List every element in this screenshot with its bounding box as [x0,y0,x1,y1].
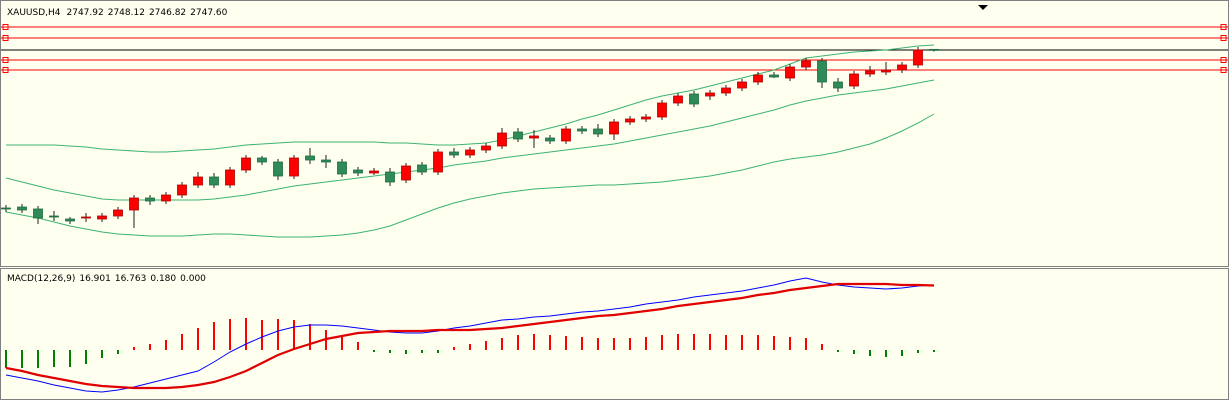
candle-body [529,135,539,139]
candle-body [657,102,667,118]
candle-body [625,118,635,123]
candle-body [881,69,891,73]
macd-readout: 0.180 [150,274,176,284]
macd-title: MACD(12,26,9) [7,274,75,284]
candle-body [209,176,219,186]
high-readout: 2748.12 [108,8,145,18]
open-readout: 2747.92 [67,8,104,18]
candle-body [849,73,859,87]
candle-body [705,92,715,97]
shift-marker [978,5,988,10]
macd-main-line [5,277,935,393]
candle-body [1,207,11,210]
level-handle [2,24,9,30]
candle-body [401,165,411,181]
level-handle [1220,67,1227,73]
symbol-title: XAUUSD,H4 [7,8,61,18]
candle-body [65,218,75,222]
candle-body [385,171,395,183]
candle-body [225,169,235,186]
candle-body [337,161,347,175]
candle-body [465,149,475,156]
candle-body [113,209,123,217]
candle-body [193,176,203,186]
level-handle [1220,24,1227,30]
plot-layer [1,24,1228,393]
macd-signal-line [5,282,935,390]
level-handle [2,57,9,63]
candle-body [673,95,683,104]
macd-readout: 0.000 [180,274,206,284]
candle-body [545,137,555,142]
candle-body [81,216,91,219]
candle-body [321,159,331,163]
candle-body [737,81,747,89]
candle-body [833,81,843,89]
low-readout: 2746.82 [149,8,186,18]
candle-body [609,121,619,135]
candle-body [689,93,699,105]
candle-body [785,66,795,79]
candle-body [897,64,907,71]
macd-main-readout: 16.901 [79,274,111,284]
level-handle [2,67,9,73]
candle-body [161,194,171,202]
candle-body [497,132,507,147]
candle-body [369,170,379,174]
level-handle [2,35,9,41]
bollinger-band [5,113,935,238]
candle-body [273,161,283,177]
candle-body [97,215,107,220]
candle-body [145,197,155,202]
candle-body [801,60,811,68]
bollinger-band [5,79,935,201]
candle-body [289,157,299,177]
candle-body [577,128,587,132]
main-header: XAUUSD,H4 2747.92 2748.12 2746.82 2747.60 [7,8,228,18]
candle-body [865,70,875,75]
candle-body [417,164,427,173]
close-readout: 2747.60 [190,8,227,18]
candle-body [257,157,267,163]
candle-body [929,48,939,51]
candle-body [753,74,763,83]
candle-body [481,145,491,151]
macd-header: MACD(12,26,9) 16.901 16.763 0.180 0.000 [7,274,206,284]
candle-body [353,169,363,174]
candle-body [721,87,731,94]
candle-body [305,155,315,161]
candle-body [49,215,59,218]
candle-body [433,151,443,173]
candle-body [817,60,827,83]
candle-body [641,116,651,120]
candle-body [593,128,603,135]
candle-body [177,184,187,196]
candle-body [913,49,923,66]
bollinger-band [6,44,935,153]
level-handle [1220,57,1227,63]
macd-signal-readout: 16.763 [115,274,147,284]
candle-body [33,208,43,219]
candle-body [449,151,459,156]
level-handle [1220,35,1227,41]
candle-body [129,197,139,211]
candle-body [561,128,571,142]
candle-body [769,74,779,78]
candle-body [241,157,251,171]
candle-body [17,206,27,211]
candle-body [513,131,523,140]
